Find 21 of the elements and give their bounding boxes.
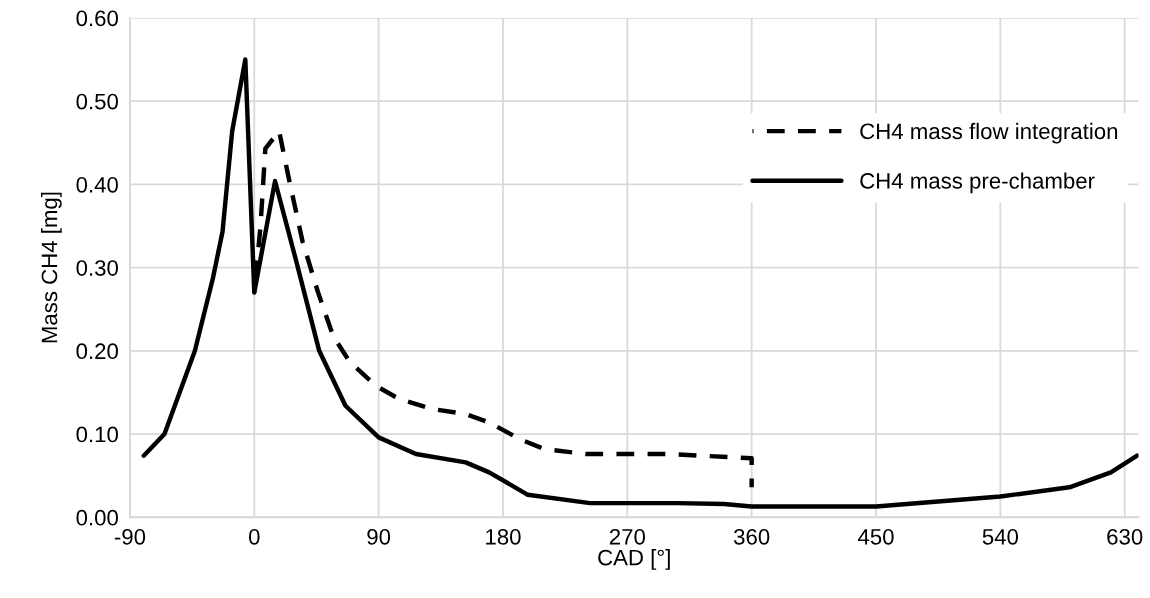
- legend-label: CH4 mass flow integration: [860, 122, 1118, 144]
- x-tick-label: 450: [857, 528, 894, 545]
- x-tick-label: 540: [982, 528, 1019, 545]
- y-tick-label: 0.00: [76, 509, 118, 526]
- y-tick-label: 0.10: [76, 426, 118, 443]
- line-series: [141, 57, 1139, 509]
- y-axis-title: Mass CH4 [mg]: [40, 192, 62, 343]
- x-tick-label: 180: [486, 528, 521, 545]
- y-tick-label: 0.20: [76, 343, 118, 360]
- legend-label: CH4 mass pre-chamber: [860, 172, 1095, 194]
- x-tick-label: 90: [367, 528, 391, 545]
- y-tick-label: 0.40: [76, 176, 118, 193]
- x-tick-label: 360: [733, 528, 770, 545]
- x-tick-label: 630: [1107, 528, 1143, 545]
- x-tick-label: 0: [248, 528, 260, 545]
- y-tick-label: 0.60: [76, 10, 118, 27]
- y-tick-label: 0.50: [76, 93, 118, 110]
- y-tick-label: 0.30: [76, 260, 118, 276]
- x-axis-title: CAD [°]: [598, 549, 670, 570]
- x-tick-label: -90: [114, 528, 146, 545]
- x-tick-label: 270: [609, 528, 645, 545]
